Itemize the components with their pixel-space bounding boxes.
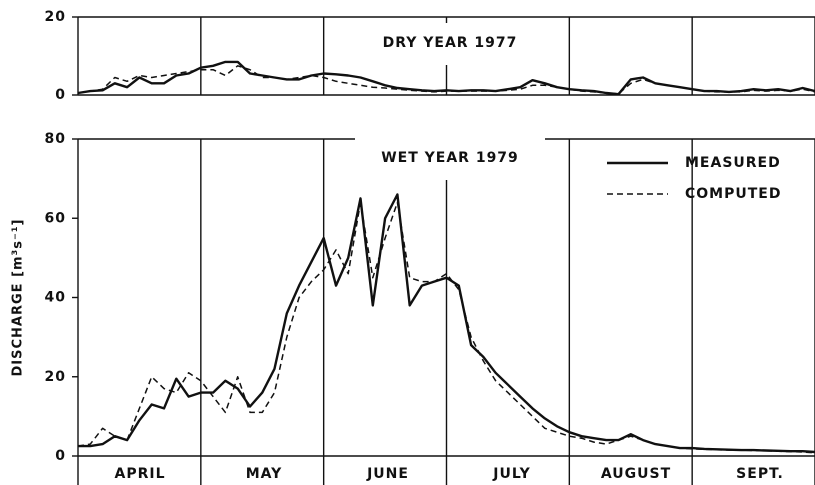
data-line bbox=[77, 201, 815, 454]
y-tick-label: 80 bbox=[45, 131, 66, 147]
legend-label: MEASURED bbox=[685, 155, 781, 171]
x-tick-label: AUGUST bbox=[601, 466, 671, 482]
legend-label: COMPUTED bbox=[685, 186, 781, 202]
title-background bbox=[355, 138, 545, 180]
chart-title: DRY YEAR 1977 bbox=[383, 35, 518, 51]
y-tick-label: 0 bbox=[55, 448, 66, 464]
data-line bbox=[78, 193, 815, 454]
x-tick-label: APRIL bbox=[114, 466, 165, 482]
y-tick-label: 20 bbox=[45, 369, 66, 385]
y-axis-label: DISCHARGE [m³s⁻¹] bbox=[11, 219, 26, 377]
y-tick-label: 60 bbox=[45, 210, 66, 226]
x-tick-label: JULY bbox=[492, 466, 530, 482]
chart-title: WET YEAR 1979 bbox=[381, 150, 519, 166]
title-background bbox=[355, 23, 545, 65]
data-line bbox=[77, 65, 815, 95]
x-tick-label: MAY bbox=[246, 466, 283, 482]
x-tick-label: JUNE bbox=[366, 466, 409, 482]
x-tick-label: SEPT. bbox=[736, 466, 784, 482]
y-tick-label: 40 bbox=[45, 290, 66, 306]
y-tick-label: 0 bbox=[55, 87, 66, 103]
y-tick-label: 20 bbox=[45, 9, 66, 25]
data-line bbox=[77, 60, 815, 96]
